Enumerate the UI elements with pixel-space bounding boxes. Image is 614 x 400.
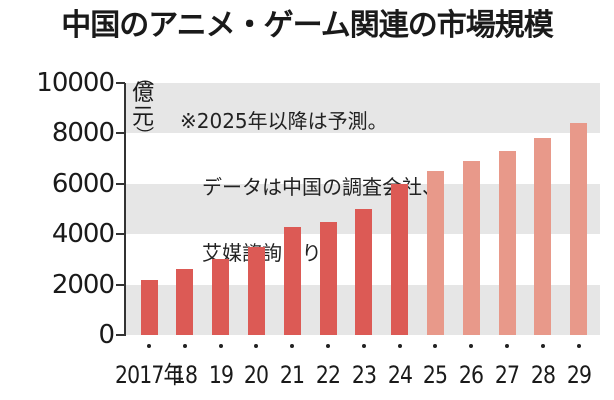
bar-2026 [462,161,480,335]
note-line-1: ※2025年以降は予測。 [180,109,388,133]
x-tick-label: 20 [244,361,269,389]
bar-2027 [498,151,516,335]
x-tick-dot [397,344,402,348]
y-tick [116,182,125,185]
grid-band [126,83,600,134]
y-tick [116,132,125,135]
x-tick-label: 2017年 [114,361,184,389]
bar-2017 [140,279,158,335]
bar-2024 [391,183,409,335]
x-tick-dot [147,344,151,348]
x-tick-dot [469,344,474,348]
bar-2021 [283,226,301,335]
bar-2020 [247,246,265,335]
y-tick [116,283,125,286]
chart-title: 中国のアニメ・ゲーム関連の市場規模 [61,8,554,43]
bar-2029 [570,123,588,335]
bar-2019 [212,259,230,335]
unit-char-1: 億 [131,81,154,106]
y-tick [116,334,125,336]
y-tick [116,233,125,236]
x-tick-dot [540,344,545,348]
x-tick-dot [361,344,366,348]
x-tick-label: 26 [459,361,484,389]
bar-2025 [426,171,444,335]
x-tick-label: 19 [208,361,233,389]
y-tick [116,82,125,84]
x-tick-label: 22 [315,361,341,389]
x-tick-label: 21 [280,361,305,389]
y-tick-label: 6000 [51,168,115,199]
unit-paren-close: ） [133,126,154,144]
x-tick-dot [182,344,187,348]
x-tick-label: 28 [530,361,556,389]
y-tick-label: 0 [98,320,115,350]
note-line-2: データは中国の調査会社、 [202,175,442,199]
x-tick-dot [218,344,223,348]
bar-2028 [534,138,552,335]
unit-char-2: 元 [131,105,154,130]
x-tick-label: 25 [423,361,448,389]
x-tick-dot [576,344,581,348]
y-tick-label: 8000 [51,118,115,149]
y-tick-label: 2000 [51,269,115,300]
y-tick-label: 4000 [51,219,115,250]
x-tick-label: 24 [387,361,412,389]
unit-paren-open: （ [133,68,154,86]
y-tick-label: 10000 [36,68,115,98]
y-axis-line [124,83,126,336]
unit-label: （ 億 元 ） [130,68,156,144]
x-tick-dot [505,344,509,348]
x-tick-dot [433,344,438,348]
x-tick-label: 18 [172,361,198,389]
x-tick-label: 29 [566,361,591,389]
x-tick-dot [326,344,330,348]
x-tick-label: 27 [494,361,520,389]
bar-2023 [355,209,373,335]
x-tick-dot [254,344,259,348]
x-tick-dot [290,344,295,348]
bar-2022 [319,221,337,335]
bar-2018 [176,269,194,335]
x-tick-label: 23 [351,361,377,389]
